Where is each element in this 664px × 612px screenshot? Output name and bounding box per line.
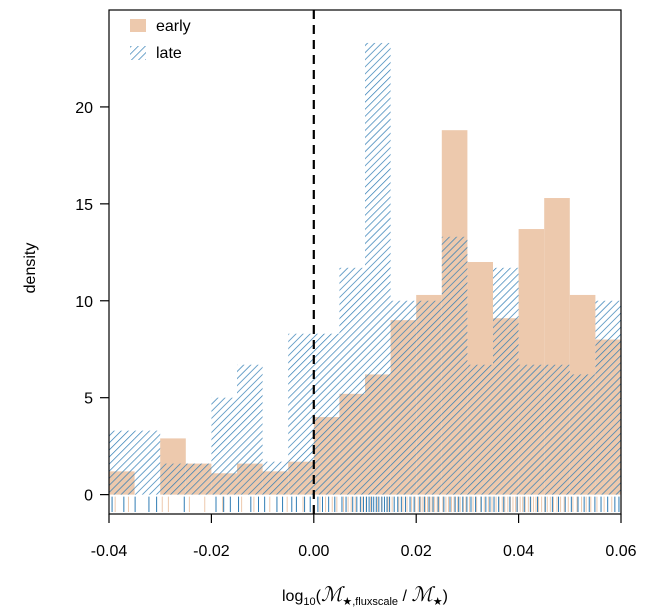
x-tick-label: 0.06 — [605, 543, 636, 560]
late-bar — [544, 364, 570, 495]
x-axis: -0.04 -0.02 0.00 0.02 0.04 0.06 — [91, 514, 637, 560]
late-bar — [134, 430, 161, 495]
late-bar — [109, 430, 135, 495]
x-tick-label: -0.04 — [91, 543, 128, 560]
y-axis-label: density — [22, 243, 39, 294]
late-bar — [339, 267, 365, 495]
late-bar — [237, 364, 263, 495]
y-axis: 0 5 10 15 20 — [75, 100, 109, 505]
y-tick-label: 20 — [75, 100, 93, 117]
x-tick-label: -0.02 — [193, 543, 230, 560]
y-tick-label: 15 — [75, 197, 93, 214]
plot-frame — [108, 9, 622, 515]
y-tick-label: 0 — [84, 488, 93, 505]
legend-label-late: late — [156, 45, 182, 62]
legend: early late — [130, 18, 191, 62]
late-bar — [569, 374, 596, 495]
late-bar — [467, 364, 493, 495]
x-tick-label: 0.00 — [298, 543, 329, 560]
late-bar — [390, 300, 417, 495]
late-bar — [160, 463, 186, 495]
x-tick-label: 0.04 — [503, 543, 534, 560]
x-tick-label: 0.02 — [401, 543, 432, 560]
late-series-bars — [109, 42, 621, 495]
late-bar — [211, 397, 237, 495]
late-bar — [441, 236, 468, 495]
legend-swatch-late — [130, 46, 146, 60]
late-bar — [493, 267, 519, 495]
x-axis-label: log10(ℳ★,fluxscale / ℳ★) — [282, 582, 448, 608]
late-bar — [313, 333, 340, 495]
legend-label-early: early — [156, 18, 191, 35]
y-tick-label: 10 — [75, 294, 93, 311]
legend-swatch-early — [130, 19, 146, 32]
late-bar — [595, 300, 621, 495]
late-bar — [262, 461, 289, 495]
late-bar — [518, 364, 545, 495]
late-bar — [365, 42, 391, 495]
late-bar — [416, 300, 442, 495]
y-tick-label: 5 — [84, 391, 93, 408]
late-bar — [288, 333, 314, 495]
rug-marks — [111, 496, 620, 512]
late-bar — [185, 463, 212, 495]
